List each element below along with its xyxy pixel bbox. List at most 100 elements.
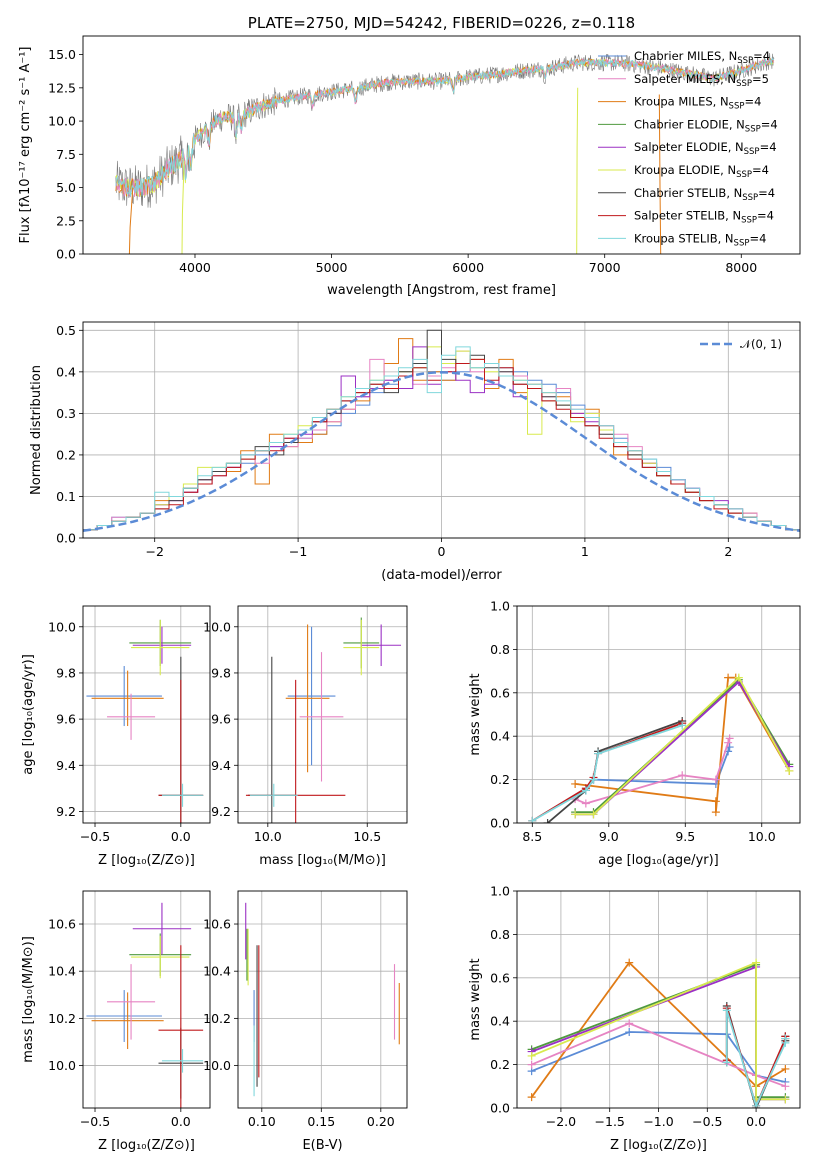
weight-marker: [581, 799, 590, 808]
y-tick-label: 10.6: [203, 917, 231, 932]
legend-text: Kroupa ELODIE, N: [634, 163, 736, 177]
spectrum-edge: [576, 87, 579, 254]
weight-marker: [785, 766, 794, 775]
weight-marker: [722, 1058, 731, 1067]
chart-weight_vs_Z: −2.0 −1.5 −1.0 −0.5 0.0 0.0 0.2 0.4 0.6 0.8 1.0 Z […: [468, 884, 801, 1153]
x-tick-label: −1: [289, 544, 307, 559]
legend-entry: Kroupa MILES, NSSP=4: [634, 95, 761, 112]
plot-area: [86, 619, 204, 823]
y-tick-label: 7.5: [56, 147, 76, 162]
y-tick-label: 2.5: [56, 213, 76, 228]
legend-suffix: =5: [752, 72, 769, 86]
weight-marker: [725, 734, 734, 743]
y-tick-label: 10.0: [203, 619, 231, 634]
legend-entry: Chabrier MILES, NSSP=4: [634, 49, 770, 66]
chart-mass_vs_Z: −0.5 0.0 10.0 10.2 10.4 10.6 Z [log₁₀(Z/Z⊙)] ma…: [21, 890, 211, 1153]
axes-frame: [516, 890, 801, 1109]
x-tick-label: −2.0: [546, 1114, 576, 1129]
x-tick-label: −1.5: [595, 1114, 625, 1129]
x-tick-label: 10.5: [353, 829, 381, 844]
y-tick-label: 10.2: [48, 1011, 76, 1026]
legend-suffix: =4: [760, 140, 777, 154]
y-tick-label: 0.3: [56, 406, 76, 421]
weight-marker: [527, 1051, 536, 1060]
y-tick-label: 0.0: [56, 247, 76, 262]
weight-marker: [527, 1093, 536, 1102]
histogram-kroupa-stelib: [83, 346, 800, 531]
axes-frame: [82, 35, 801, 255]
x-tick-label: 6000: [452, 260, 484, 275]
chart-mass_vs_ebv: 0.10 0.15 0.20 10.0 10.2 10.4 10.6 E(B-V): [203, 890, 408, 1153]
chart-age_vs_mass: 10.0 10.5 9.2 9.4 9.6 9.8 10.0 mass [log₁₀(M/M⊙…: [203, 605, 408, 868]
x-tick-label: 0.15: [307, 1114, 335, 1129]
weight-marker: [625, 1019, 634, 1028]
x-tick-label: 10.0: [254, 829, 282, 844]
x-tick-label: 4000: [179, 260, 211, 275]
weight-marker: [581, 786, 590, 795]
legend-entry: 𝒩(0, 1): [740, 337, 782, 351]
weight-marker: [711, 775, 720, 784]
x-tick-label: 9.5: [675, 829, 695, 844]
x-tick-label: 9.0: [599, 829, 619, 844]
x-tick-label: 2: [724, 544, 732, 559]
y-tick-label: 10.6: [48, 917, 76, 932]
y-tick-label: 10.0: [203, 1058, 231, 1073]
x-tick-label: 8.5: [522, 829, 542, 844]
y-tick-label: 9.2: [56, 804, 76, 819]
y-tick-label: 10.0: [48, 1058, 76, 1073]
x-tick-label: 0: [438, 544, 446, 559]
plot-area: [86, 902, 204, 1108]
y-axis-label: Normed distribution: [29, 365, 44, 495]
x-tick-label: 5000: [316, 260, 348, 275]
legend-sub: SSP: [729, 102, 745, 112]
axes-frame: [82, 890, 211, 1109]
y-tick-label: 10.4: [203, 964, 231, 979]
weight-marker: [528, 816, 537, 823]
legend-sub: SSP: [736, 170, 752, 180]
y-tick-label: 0.2: [490, 1057, 510, 1072]
weight-marker: [781, 1095, 790, 1104]
legend-text: Kroupa STELIB, N: [634, 231, 734, 245]
y-tick-label: 0.2: [490, 772, 510, 787]
legend-suffix: =4: [761, 117, 778, 131]
axes-frame: [82, 605, 211, 824]
weight-marker: [589, 775, 598, 784]
x-tick-label: 10.0: [748, 829, 776, 844]
x-tick-label: −0.5: [80, 1114, 110, 1129]
legend-sub: SSP: [742, 193, 758, 203]
x-tick-label: −0.5: [692, 1114, 722, 1129]
spectrum-edge: [181, 160, 185, 254]
y-tick-label: 0.4: [490, 729, 510, 744]
legend-sub: SSP: [736, 79, 752, 89]
legend-sub: SSP: [745, 124, 761, 134]
weight-marker: [625, 958, 634, 967]
legend-entry: Salpeter STELIB, NSSP=4: [634, 209, 774, 226]
chart-age_vs_Z: −0.5 0.0 9.2 9.4 9.6 9.8 10.0 Z [log₁₀(Z/Z⊙)] ag…: [21, 605, 211, 868]
x-tick-label: 0.0: [171, 1114, 191, 1129]
y-tick-label: 0.4: [490, 1014, 510, 1029]
legend-suffix: =4: [744, 95, 761, 109]
weight-marker: [781, 1082, 790, 1091]
x-tick-label: 0.0: [171, 829, 191, 844]
weight-marker: [543, 819, 552, 823]
y-tick-label: 10.2: [203, 1011, 231, 1026]
legend-sub: SSP: [737, 56, 753, 66]
legend-entry: Chabrier STELIB, NSSP=4: [634, 186, 775, 203]
normal-curve: [83, 371, 800, 532]
y-tick-label: 0.2: [56, 447, 76, 462]
y-axis-label: mass weight: [468, 673, 483, 755]
y-tick-label: 0.0: [56, 531, 76, 546]
legend-suffix: =4: [757, 209, 774, 223]
y-axis-label: mass [log₁₀(M/M⊙)]: [21, 936, 36, 1063]
x-tick-label: −1.0: [643, 1114, 673, 1129]
plot-area: [245, 617, 402, 823]
y-tick-label: 1.0: [490, 884, 510, 899]
weight-marker: [711, 808, 720, 817]
x-axis-label: (data-model)/error: [381, 568, 502, 583]
chart-spectrum: 4000 5000 6000 7000 8000 0.0 2.5 5.0 7.5 10.0 12.5…: [18, 14, 801, 298]
legend-text: Salpeter STELIB, N: [634, 209, 741, 223]
weight-marker: [724, 738, 733, 747]
legend-sub: SSP: [744, 147, 760, 157]
chart-residuals: −2 −1 0 1 2 0.0 0.1 0.2 0.3 0.4 0.5 (data-model)/er…: [29, 321, 801, 583]
chart-weight_vs_age: 8.5 9.0 9.5 10.0 0.0 0.2 0.4 0.6 0.8 1.0 age [log₁…: [468, 599, 801, 868]
